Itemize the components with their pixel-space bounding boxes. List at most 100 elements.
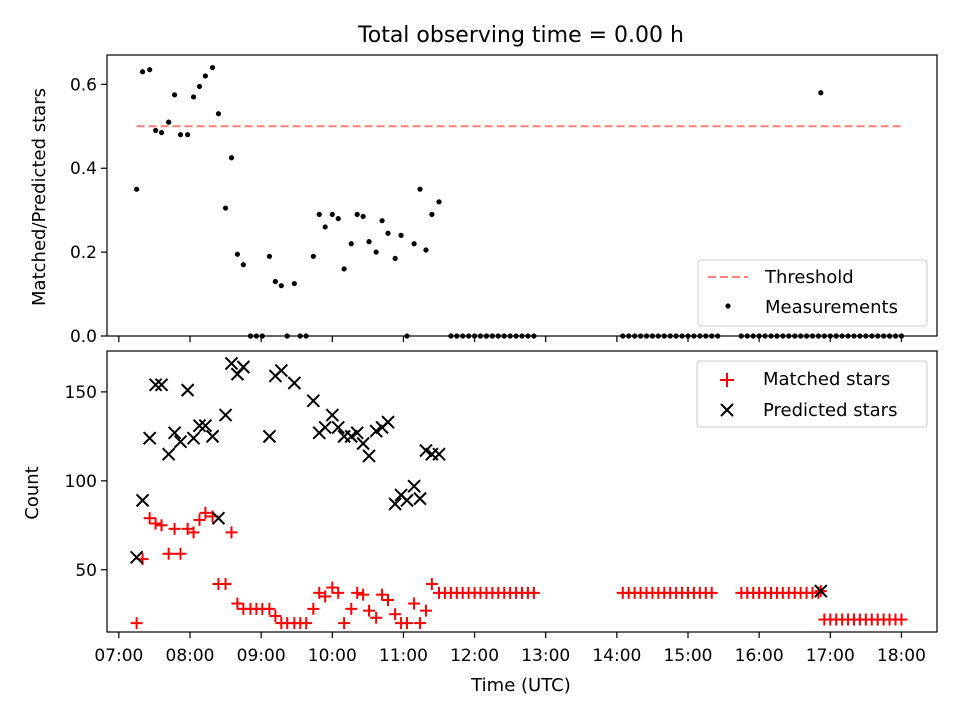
- predicted-star-point: [287, 376, 302, 390]
- predicted-star-point: [350, 426, 364, 440]
- matched-star-point: [345, 602, 358, 615]
- matched-star-point: [187, 526, 200, 539]
- bottom-xtick-label: 18:00: [877, 646, 926, 666]
- matched-star-point: [326, 581, 339, 594]
- matched-star-point: [193, 513, 206, 526]
- matched-star-point: [895, 613, 908, 626]
- measurement-point: [196, 83, 203, 90]
- measurement-point: [398, 232, 404, 238]
- top-ytick-label: 0.0: [70, 327, 97, 347]
- measurement-point: [228, 155, 235, 161]
- matched-star-point: [219, 577, 232, 590]
- measurement-point: [322, 224, 328, 230]
- predicted-star-point: [344, 429, 358, 444]
- measurement-point: [348, 241, 354, 247]
- top-legend: Threshold Measurements: [697, 259, 928, 327]
- matched-star-point: [408, 597, 421, 610]
- measurement-point: [240, 262, 246, 268]
- predicted-star-point: [318, 420, 332, 435]
- matched-star-point: [382, 593, 395, 606]
- measurement-point: [392, 255, 398, 262]
- predicted-star-point: [218, 408, 233, 422]
- bottom-xtick-label: 07:00: [94, 646, 143, 666]
- measurements-legend-marker: [725, 303, 731, 309]
- bottom-xtick-label: 13:00: [521, 646, 570, 666]
- top-plot-frame: [106, 54, 938, 337]
- measurement-point: [185, 132, 191, 138]
- top-ytick-label: 0.4: [70, 159, 97, 179]
- matched-star-point: [225, 526, 238, 539]
- predicted-star-point: [173, 434, 188, 449]
- matched-star-point: [363, 604, 376, 617]
- measurement-point: [234, 251, 241, 257]
- predicted-star-point: [400, 493, 414, 508]
- measurement-point: [818, 90, 824, 96]
- predicted-legend-marker: [720, 403, 734, 417]
- matched-star-point: [269, 609, 282, 622]
- measurement-point: [373, 249, 379, 255]
- matched-legend-marker: [720, 373, 734, 387]
- predicted-star-point: [167, 426, 182, 440]
- predicted-star-point: [161, 447, 176, 461]
- measurement-point: [329, 211, 335, 217]
- predicted-star-point: [381, 415, 395, 429]
- predicted-legend-label: Predicted stars: [763, 400, 897, 421]
- matched-star-point: [155, 519, 168, 532]
- bottom-xtick-label: 17:00: [806, 646, 855, 666]
- top-panel: 0.0 0.2 0.4 0.6 Threshold Measurements Matc…: [29, 54, 938, 347]
- predicted-star-point: [362, 449, 376, 463]
- predicted-star-point: [192, 418, 207, 433]
- matched-star-point: [162, 547, 175, 560]
- matched-star-point: [231, 597, 244, 610]
- matched-star-point: [300, 617, 313, 630]
- bottom-legend-box: [696, 360, 928, 428]
- top-ylabel: Matched/Predicted stars: [29, 88, 50, 306]
- predicted-star-point: [306, 394, 321, 408]
- matched-star-point: [425, 577, 438, 590]
- bottom-axes-layer: 50 100 150 07:00 08:00 09:00 10:00 11:00 12:00 13…: [65, 383, 926, 666]
- matched-star-point: [357, 588, 370, 601]
- measurement-point: [147, 67, 153, 73]
- measurement-point: [366, 239, 372, 245]
- bottom-xtick-label: 14:00: [592, 646, 641, 666]
- measurement-point: [291, 280, 297, 287]
- predicted-star-point: [413, 491, 427, 506]
- matched-star-point: [527, 586, 540, 599]
- bottom-xtick-label: 11:00: [379, 646, 428, 666]
- x-axis-label: Time (UTC): [470, 675, 571, 696]
- bottom-xtick-label: 12:00: [450, 646, 499, 666]
- matched-star-point: [149, 517, 162, 530]
- bottom-xtick-label: 10:00: [308, 646, 357, 666]
- measurement-point: [429, 211, 435, 217]
- measurement-point: [341, 266, 347, 272]
- measurement-point: [360, 213, 366, 220]
- matched-star-point: [705, 586, 718, 599]
- measurement-point: [177, 132, 184, 138]
- top-ytick-label: 0.6: [70, 75, 97, 95]
- measurement-point: [316, 211, 322, 217]
- predicted-star-point: [236, 360, 251, 374]
- predicted-star-point: [198, 418, 213, 433]
- measurement-point: [411, 241, 417, 247]
- matched-star-point: [419, 604, 432, 617]
- measurement-point: [278, 283, 284, 289]
- predicted-star-point: [186, 431, 201, 445]
- matched-star-point: [376, 588, 389, 601]
- bottom-panel: 50 100 150 07:00 08:00 09:00 10:00 11:00 12:00 13…: [22, 350, 938, 696]
- measurement-point: [272, 278, 278, 285]
- measurement-point: [139, 69, 146, 75]
- measurement-point: [266, 253, 273, 259]
- matched-star-point: [351, 586, 364, 599]
- matched-star-point: [389, 608, 402, 621]
- matched-star-point: [130, 617, 143, 630]
- predicted-star-point: [331, 420, 345, 435]
- predicted-star-point: [814, 584, 828, 598]
- measurement-point: [158, 129, 165, 136]
- predicted-star-point: [180, 383, 195, 397]
- predicted-stars-layer: [129, 356, 828, 598]
- measurement-point: [222, 205, 229, 211]
- bottom-xtick-label: 16:00: [735, 646, 784, 666]
- bottom-xtick-label: 15:00: [664, 646, 713, 666]
- measurement-point: [190, 94, 197, 100]
